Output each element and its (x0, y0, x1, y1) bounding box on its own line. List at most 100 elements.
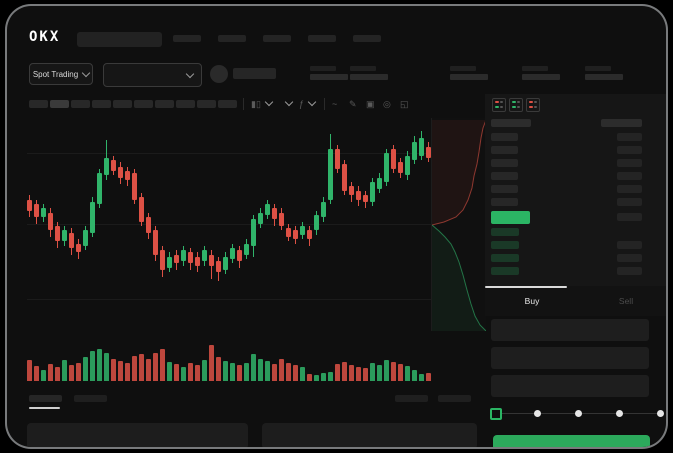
candle-body (97, 173, 102, 204)
stat-value-placeholder (310, 74, 348, 80)
total-input[interactable] (491, 375, 649, 397)
timeframe-button[interactable] (197, 100, 216, 108)
timeframe-button[interactable] (218, 100, 237, 108)
candle-body (216, 261, 221, 273)
pair-name-placeholder (233, 68, 276, 79)
divider (243, 98, 244, 110)
trade-tabs: Buy Sell (485, 286, 666, 316)
candlestick-chart[interactable] (27, 116, 431, 336)
bid-row-amount (617, 241, 642, 249)
volume-bar (202, 360, 207, 381)
timeframe-button[interactable] (113, 100, 132, 108)
amount-input[interactable] (491, 347, 649, 369)
chevron-down-icon[interactable] (281, 97, 294, 111)
candle-body (272, 208, 277, 220)
ask-row-price[interactable] (491, 146, 518, 154)
footer-action-placeholder[interactable] (395, 395, 428, 402)
market-type-selector[interactable]: Spot Trading (29, 63, 93, 85)
divider (324, 98, 325, 110)
candle-body (167, 256, 172, 268)
ob-header-price-placeholder (491, 119, 531, 127)
timeframe-button[interactable] (134, 100, 153, 108)
bottom-tab-active[interactable] (29, 395, 62, 402)
okx-logo[interactable]: OKX (29, 29, 61, 45)
ask-row-price[interactable] (491, 198, 518, 206)
timeframe-button[interactable] (71, 100, 90, 108)
ask-row-price[interactable] (491, 159, 518, 167)
nav-item-placeholder[interactable] (308, 35, 336, 42)
bid-row-price[interactable] (491, 241, 519, 249)
depth-chart[interactable] (431, 118, 487, 332)
volume-bar (412, 369, 417, 381)
book-bids-icon[interactable] (509, 98, 523, 112)
volume-bar (104, 352, 109, 381)
ask-row-price[interactable] (491, 133, 518, 141)
ask-row-price[interactable] (491, 172, 518, 180)
ask-row-amount (617, 213, 642, 221)
volume-bar (160, 348, 165, 381)
brush-icon[interactable]: ✎ (349, 99, 357, 109)
volume-bar (258, 358, 263, 381)
last-price-block[interactable] (491, 211, 530, 224)
bid-row-price[interactable] (491, 254, 519, 262)
indicator-icon[interactable]: ƒ (299, 97, 317, 111)
nav-item-placeholder[interactable] (353, 35, 381, 42)
nav-item-placeholder[interactable] (218, 35, 246, 42)
slider-stop-dot[interactable] (534, 410, 541, 417)
target-icon[interactable]: ◎ (383, 99, 391, 109)
bid-row-price[interactable] (491, 267, 519, 275)
grid-line (27, 153, 431, 155)
timeframe-button[interactable] (155, 100, 174, 108)
camera-icon[interactable]: ▣ (366, 99, 375, 109)
slider-stop-dot[interactable] (575, 410, 582, 417)
volume-bar (314, 375, 319, 381)
candle-body (384, 153, 389, 182)
timeframe-button[interactable] (176, 100, 195, 108)
search-input[interactable] (77, 32, 162, 47)
price-input[interactable] (491, 319, 649, 341)
footer-action-placeholder[interactable] (438, 395, 471, 402)
book-both-icon[interactable] (492, 98, 506, 112)
volume-bar (34, 365, 39, 381)
volume-bar (209, 344, 214, 381)
timeframe-button[interactable] (29, 100, 48, 108)
candle-body (265, 204, 270, 215)
stat-value-placeholder (450, 74, 488, 80)
volume-bar (321, 373, 326, 381)
buy-submit-button[interactable] (493, 435, 650, 447)
volume-bar (62, 360, 67, 381)
candle-body (412, 142, 417, 160)
candle-type-icon[interactable]: ▮▯ (251, 97, 274, 111)
pair-selector[interactable] (103, 63, 202, 87)
timeframe-button[interactable] (50, 100, 69, 108)
slider-handle[interactable] (490, 408, 502, 420)
candle-body (370, 182, 375, 202)
stat-value-placeholder (585, 74, 623, 80)
ask-row-price[interactable] (491, 185, 518, 193)
candle-body (55, 226, 60, 242)
grid-line (27, 223, 431, 225)
timeframe-bar (29, 100, 237, 108)
slider-stop-dot[interactable] (616, 410, 623, 417)
line-style-icon[interactable]: ~ (332, 99, 338, 109)
bottom-panel-placeholder (262, 423, 477, 447)
nav-item-placeholder[interactable] (263, 35, 291, 42)
bottom-tab[interactable] (74, 395, 107, 402)
timeframe-button[interactable] (92, 100, 111, 108)
tab-buy[interactable]: Buy (524, 296, 540, 306)
volume-bar (307, 374, 312, 381)
slider-stop-dot[interactable] (657, 410, 664, 417)
volume-bar (146, 358, 151, 381)
candle-body (328, 149, 333, 200)
tab-sell[interactable]: Sell (618, 296, 634, 306)
volume-bar (97, 348, 102, 381)
candle-body (139, 197, 144, 222)
nav-item-placeholder[interactable] (173, 35, 201, 42)
volume-bar (356, 366, 361, 381)
order-book (485, 94, 666, 286)
book-asks-icon[interactable] (526, 98, 540, 112)
bid-row-price[interactable] (491, 228, 519, 236)
expand-icon[interactable]: ◱ (400, 99, 409, 109)
candle-body (230, 248, 235, 259)
